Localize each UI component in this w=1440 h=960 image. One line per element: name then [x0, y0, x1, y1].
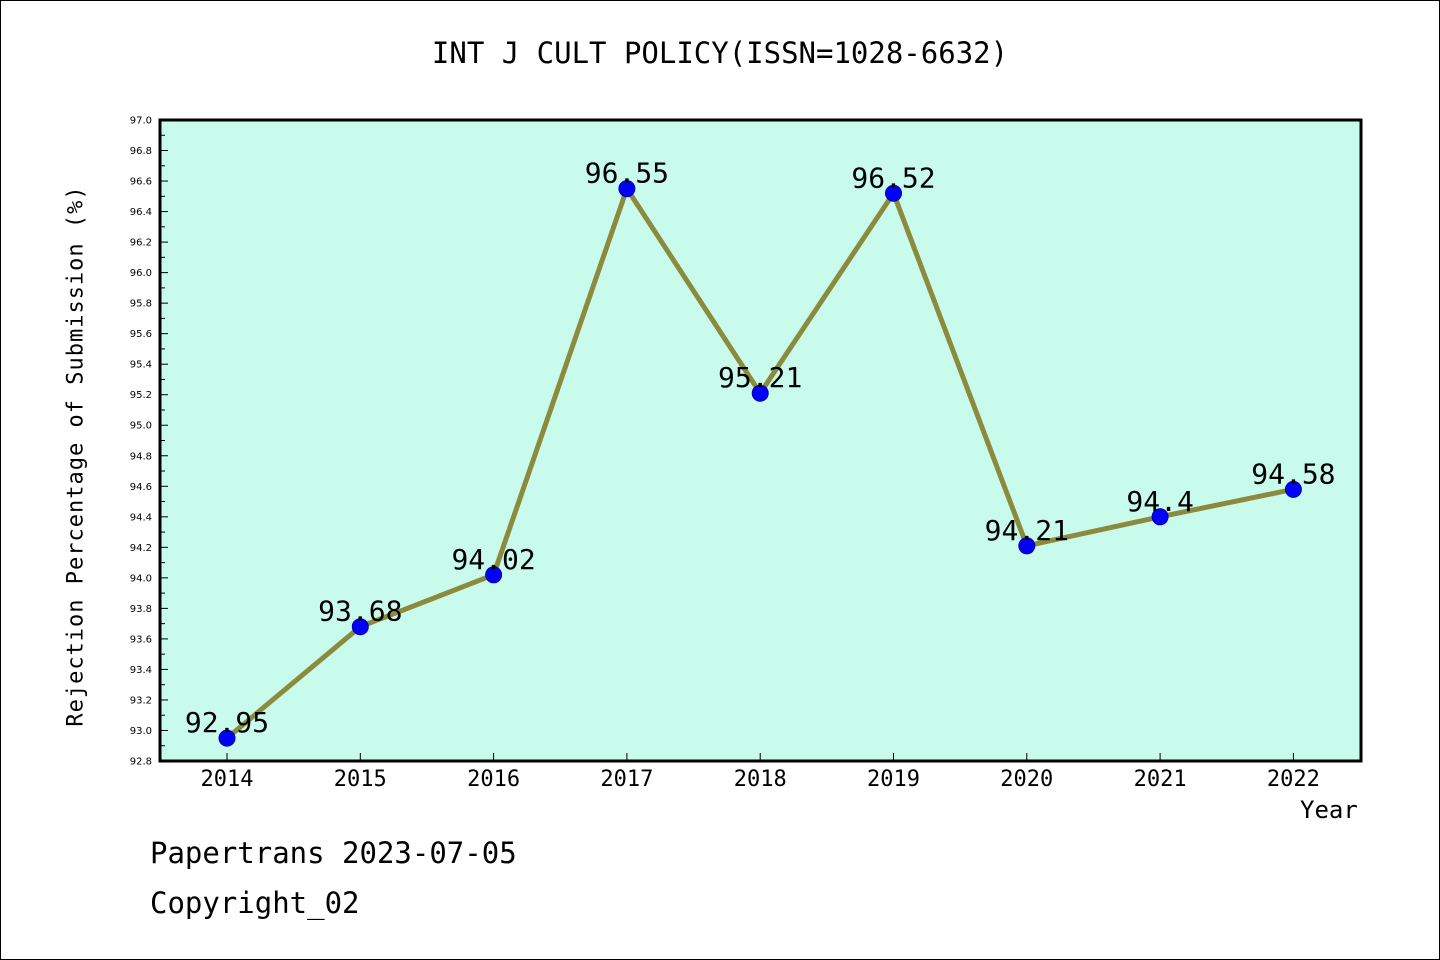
- x-tick-label: 2021: [1134, 767, 1187, 792]
- x-axis: 2014 2015 2016 2017 2018 2019 2020 2021 2022: [201, 753, 1320, 792]
- x-tick-label: 2022: [1267, 767, 1320, 792]
- y-tick-label: 93.6: [130, 634, 152, 645]
- y-tick-label: 96.8: [130, 146, 152, 157]
- data-point: [1284, 480, 1302, 498]
- y-tick-label: 96.0: [130, 268, 152, 279]
- data-points: [218, 180, 1302, 747]
- y-tick-label: 94.0: [130, 573, 152, 584]
- y-axis: 92.8 93.0 93.2 93.4 93.6 93.8 94.0 94.2 94.4 94.6…: [130, 116, 168, 768]
- data-point: [351, 618, 369, 636]
- footer-copyright: Copyright_02: [150, 886, 360, 920]
- y-tick-label: 93.2: [130, 695, 152, 706]
- y-tick-label: 96.2: [130, 238, 152, 249]
- data-label: 94.21: [985, 514, 1069, 547]
- data-point: [1151, 508, 1169, 526]
- x-axis-title: Year: [1300, 796, 1358, 824]
- data-label: 96.52: [851, 161, 935, 194]
- y-tick-label: 95.0: [130, 421, 152, 432]
- data-point: [218, 729, 236, 747]
- x-tick-label: 2015: [334, 767, 387, 792]
- plot-area: [160, 120, 1361, 761]
- y-tick-label: 94.2: [130, 543, 152, 554]
- data-label: 92.95: [185, 706, 269, 739]
- data-label: 96.55: [585, 157, 669, 190]
- footer-date: Papertrans 2023-07-05: [150, 836, 517, 870]
- y-tick-label: 95.8: [130, 299, 152, 310]
- y-tick-label: 94.4: [130, 512, 152, 523]
- chart-title: INT J CULT POLICY(ISSN=1028-6632): [431, 36, 1009, 70]
- y-tick-label: 96.6: [130, 177, 152, 188]
- x-tick-label: 2016: [467, 767, 520, 792]
- data-labels: 92.95 93.68 94.02 96.55 95.21 96.52 94.21 94.4 9…: [185, 157, 1336, 739]
- data-label: 94.02: [451, 543, 535, 576]
- y-tick-label: 96.4: [130, 207, 152, 218]
- y-tick-label: 95.2: [130, 390, 152, 401]
- data-label: 94.58: [1251, 457, 1335, 490]
- y-tick-label: 93.0: [130, 726, 152, 737]
- y-tick-label: 95.4: [130, 360, 152, 371]
- y-tick-label: 97.0: [130, 116, 152, 127]
- x-tick-label: 2019: [867, 767, 920, 792]
- y-tick-label: 95.6: [130, 329, 152, 340]
- y-tick-label: 94.6: [130, 482, 152, 493]
- x-tick-label: 2020: [1000, 767, 1053, 792]
- data-point: [485, 566, 503, 584]
- data-label: 93.68: [318, 595, 402, 628]
- x-tick-label: 2017: [600, 767, 653, 792]
- data-point: [1018, 537, 1036, 555]
- y-tick-label: 94.8: [130, 451, 152, 462]
- data-label: 94.4: [1126, 485, 1193, 518]
- y-axis-title: Rejection Percentage of Submission (%): [63, 185, 89, 727]
- plot-border: [158, 118, 1363, 763]
- data-point: [751, 384, 769, 402]
- y-tick-label: 93.8: [130, 604, 152, 615]
- data-label: 95.21: [718, 361, 802, 394]
- x-tick-label: 2018: [734, 767, 787, 792]
- y-tick-label: 92.8: [130, 757, 152, 768]
- data-point: [618, 180, 636, 198]
- data-point: [885, 184, 902, 202]
- y-tick-label: 93.4: [130, 665, 152, 676]
- x-tick-label: 2014: [201, 767, 254, 792]
